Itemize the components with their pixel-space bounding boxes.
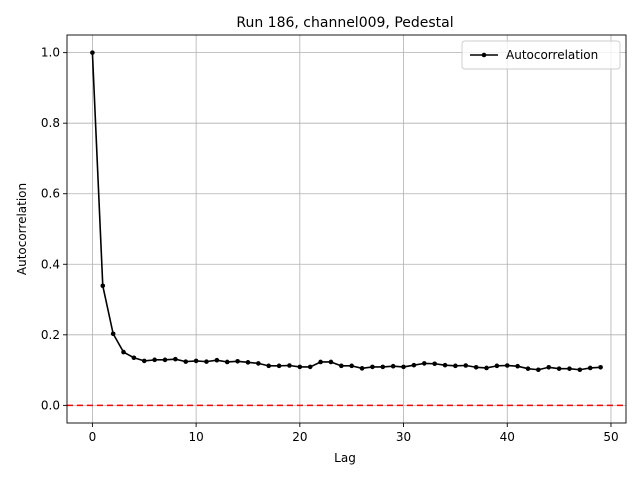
data-point [256, 361, 261, 366]
data-point [162, 357, 168, 363]
data-point [276, 363, 282, 369]
y-tick-label: 0.0 [41, 398, 60, 412]
data-point [484, 365, 489, 371]
data-point [390, 363, 396, 369]
data-point [504, 363, 510, 368]
data-point [473, 364, 479, 370]
data-point [401, 364, 406, 370]
data-point [318, 359, 323, 365]
data-point [297, 364, 303, 370]
legend-box [461, 40, 621, 70]
data-point [411, 362, 417, 368]
data-point [515, 363, 520, 369]
data-point [121, 349, 126, 355]
y-tick-label: 0.6 [41, 187, 60, 201]
data-point [245, 360, 251, 365]
x-tick-label: 0 [89, 430, 97, 444]
legend: Autocorrelation [461, 40, 621, 70]
legend-label: Autocorrelation [506, 48, 598, 62]
data-point [598, 364, 603, 370]
data-point [567, 366, 572, 371]
data-point [131, 355, 137, 361]
data-point [432, 361, 437, 367]
data-point [536, 367, 541, 373]
x-axis-label: Lag [334, 451, 356, 465]
data-point [110, 331, 116, 337]
data-point [556, 366, 562, 371]
data-point [90, 50, 95, 55]
data-point [494, 363, 500, 369]
data-point [349, 363, 354, 369]
y-tick-label: 0.4 [41, 257, 60, 271]
data-point [587, 365, 593, 371]
axes-frame [66, 34, 627, 424]
data-point [453, 363, 458, 369]
data-point [193, 358, 199, 364]
data-point [100, 283, 106, 289]
data-point [577, 367, 583, 373]
x-tick-label: 20 [292, 430, 307, 444]
x-tick-label: 10 [188, 430, 203, 444]
data-point [380, 364, 386, 370]
data-point [214, 357, 220, 363]
data-point [173, 356, 178, 362]
data-point [287, 363, 292, 368]
data-point [152, 357, 157, 363]
data-point [307, 364, 313, 370]
x-tick-label: 40 [500, 430, 515, 444]
legend-marker-swatch [481, 52, 487, 58]
data-point [370, 364, 375, 370]
data-point [328, 359, 334, 365]
y-tick-label: 0.8 [41, 116, 60, 130]
y-axis-label: Autocorrelation [15, 183, 29, 275]
data-point [339, 363, 344, 369]
data-point [266, 363, 272, 369]
data-point [235, 358, 240, 364]
data-point [421, 361, 427, 366]
plot-area: 0 10 20 30 40 50 0.0 0.2 0.4 0.6 0.8 1.0 Autocorrela… [41, 34, 627, 444]
chart-title: Run 186, channel009, Pedestal [236, 15, 453, 31]
data-point [463, 363, 469, 368]
y-tick-label: 0.2 [41, 328, 60, 342]
y-tick-label: 1.0 [41, 46, 60, 60]
x-tick-label: 50 [603, 430, 618, 444]
x-tick-label: 30 [396, 430, 411, 444]
data-point [442, 362, 448, 368]
data-point [525, 366, 531, 371]
data-point [183, 359, 189, 364]
data-point [141, 358, 147, 364]
data-point [224, 359, 230, 365]
data-point [204, 359, 209, 364]
data-point [546, 364, 552, 370]
data-point [359, 366, 365, 371]
